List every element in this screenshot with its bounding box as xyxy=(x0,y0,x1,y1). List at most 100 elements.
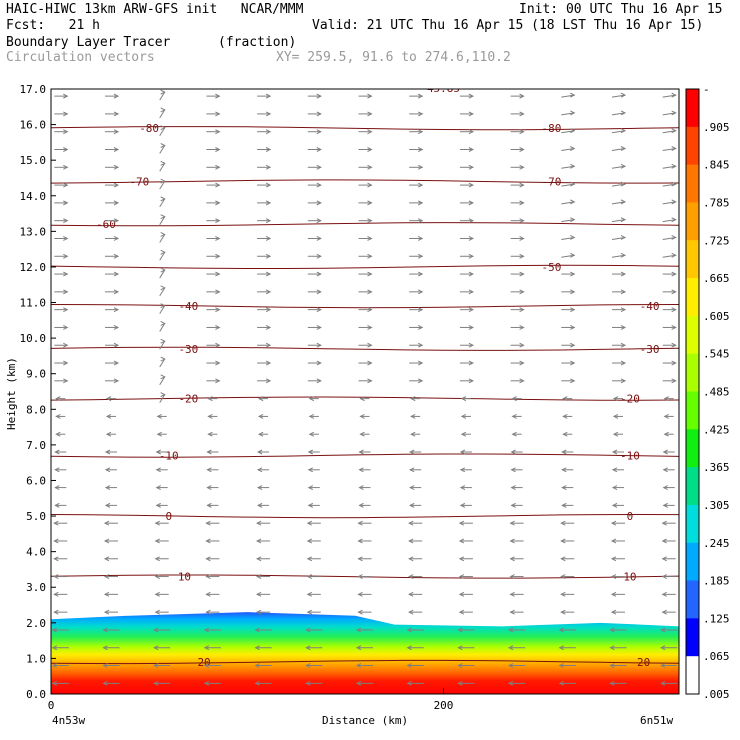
vector-arrow-head xyxy=(160,356,166,362)
vector-arrow-head xyxy=(519,218,525,224)
vector-arrow-head xyxy=(367,182,373,188)
vector-arrow-head xyxy=(620,217,627,223)
vector-arrow-head xyxy=(113,147,120,152)
vector-arrow-head xyxy=(357,574,363,580)
vector-arrow-head xyxy=(458,538,465,544)
vector-arrow-head xyxy=(458,591,465,597)
vector-arrow-head xyxy=(662,502,668,508)
colorbar-swatch xyxy=(686,391,699,430)
vector-arrow-head xyxy=(316,111,322,117)
vector-arrow-head xyxy=(154,609,160,615)
vector-arrow-head xyxy=(570,324,576,330)
vector-arrow-head xyxy=(620,235,627,240)
x-tick-label: 0 xyxy=(48,699,55,712)
colorbar-swatch xyxy=(686,429,699,468)
vector-arrow-head xyxy=(510,467,516,473)
vector-arrow-head xyxy=(316,182,322,188)
vector-arrow-head xyxy=(160,285,166,291)
vector-arrow-head xyxy=(103,609,110,615)
vector-arrow-head xyxy=(620,324,627,330)
vector-arrow-head xyxy=(255,520,262,526)
contour-line xyxy=(51,453,679,458)
vector-arrow-head xyxy=(507,663,514,668)
y-tick-label: 13.0 xyxy=(20,225,47,238)
vector-arrow-head xyxy=(519,378,525,384)
vector-arrow-head xyxy=(113,378,120,384)
contour-line xyxy=(51,179,679,184)
contour-label: -50 xyxy=(542,261,562,274)
vector-arrow-head xyxy=(155,467,161,473)
y-tick-label: 3.0 xyxy=(26,581,46,594)
contour-label: -40 xyxy=(178,300,198,313)
vector-label: Circulation vectors xyxy=(6,50,155,65)
vector-arrow-head xyxy=(103,574,110,580)
vector-arrow-head xyxy=(671,128,677,134)
colorbar-swatch xyxy=(686,467,699,506)
colorbar-label: .785 xyxy=(703,196,730,209)
vector-arrow-head xyxy=(55,413,61,419)
vector-arrow-head xyxy=(519,289,525,295)
vector-arrow-head xyxy=(620,128,627,134)
vector-arrow xyxy=(561,254,575,258)
vector-arrow-head xyxy=(306,520,313,526)
vector-arrow-head xyxy=(570,92,576,98)
colorbar-label: .665 xyxy=(703,272,730,285)
vector-arrow-head xyxy=(357,556,363,562)
vector-arrow-head xyxy=(457,627,463,633)
vector-arrow xyxy=(159,340,166,350)
vector-arrow-head xyxy=(468,129,475,135)
vector-arrow-head xyxy=(215,182,221,188)
vector-arrow-head xyxy=(570,235,576,240)
vector-arrow-head xyxy=(367,378,373,384)
vector-arrow-head xyxy=(358,449,364,455)
vector-arrow-head xyxy=(417,236,424,241)
vector-arrow-head xyxy=(367,111,373,117)
vector-arrow-head xyxy=(511,413,517,419)
left-endpoint-label: 4n53w xyxy=(52,714,85,727)
vector-arrow-head xyxy=(417,307,424,313)
vector-arrow-head xyxy=(113,289,120,295)
vector-arrow xyxy=(662,183,676,187)
vector-arrow-head xyxy=(367,147,373,152)
vector-arrow-head xyxy=(255,574,262,580)
vector-arrow-head xyxy=(256,502,263,508)
vector-arrow-head xyxy=(519,93,525,99)
vector-arrow-head xyxy=(570,378,576,384)
vector-arrow-head xyxy=(509,591,515,597)
vector-arrow-head xyxy=(620,252,627,258)
contour-label: -20 xyxy=(178,393,198,406)
vector-arrow-head xyxy=(358,467,364,473)
vector-arrow-head xyxy=(367,164,373,170)
y-tick-label: 16.0 xyxy=(20,119,47,132)
vector-arrow-head xyxy=(663,396,669,402)
vector-arrow xyxy=(662,254,676,258)
vector-arrow-head xyxy=(308,396,315,402)
contour-label: -80 xyxy=(139,122,159,135)
colorbar-frame xyxy=(685,88,700,695)
vector-arrow-head xyxy=(113,342,120,348)
y-tick-label: 4.0 xyxy=(26,546,46,559)
vector-arrow-head xyxy=(510,502,516,508)
vector-arrow-head xyxy=(104,485,111,491)
vector-arrow-head xyxy=(620,307,627,313)
vector-arrow-head xyxy=(560,591,566,597)
vector-arrow xyxy=(159,287,166,297)
vector-arrow-head xyxy=(155,502,161,508)
vector-arrow-head xyxy=(265,129,272,135)
vector-arrow-head xyxy=(54,467,60,473)
contour-label: -30 xyxy=(178,343,198,356)
vector-arrow-head xyxy=(63,253,69,259)
vector-arrow xyxy=(561,130,575,134)
y-tick-label: 15.0 xyxy=(20,154,47,167)
vector-arrow-head xyxy=(417,289,424,295)
vector-arrow-head xyxy=(408,574,414,580)
vector-arrow-head xyxy=(671,378,677,384)
vector-arrow xyxy=(159,376,166,386)
vector-arrow-head xyxy=(570,128,576,134)
vector-arrow-head xyxy=(663,431,669,437)
vector-arrow-head xyxy=(55,396,61,402)
vector-arrow-head xyxy=(53,574,59,580)
vector-arrow-head xyxy=(417,253,424,259)
vector-arrow-head xyxy=(468,378,475,384)
vector-arrow-head xyxy=(53,556,59,562)
